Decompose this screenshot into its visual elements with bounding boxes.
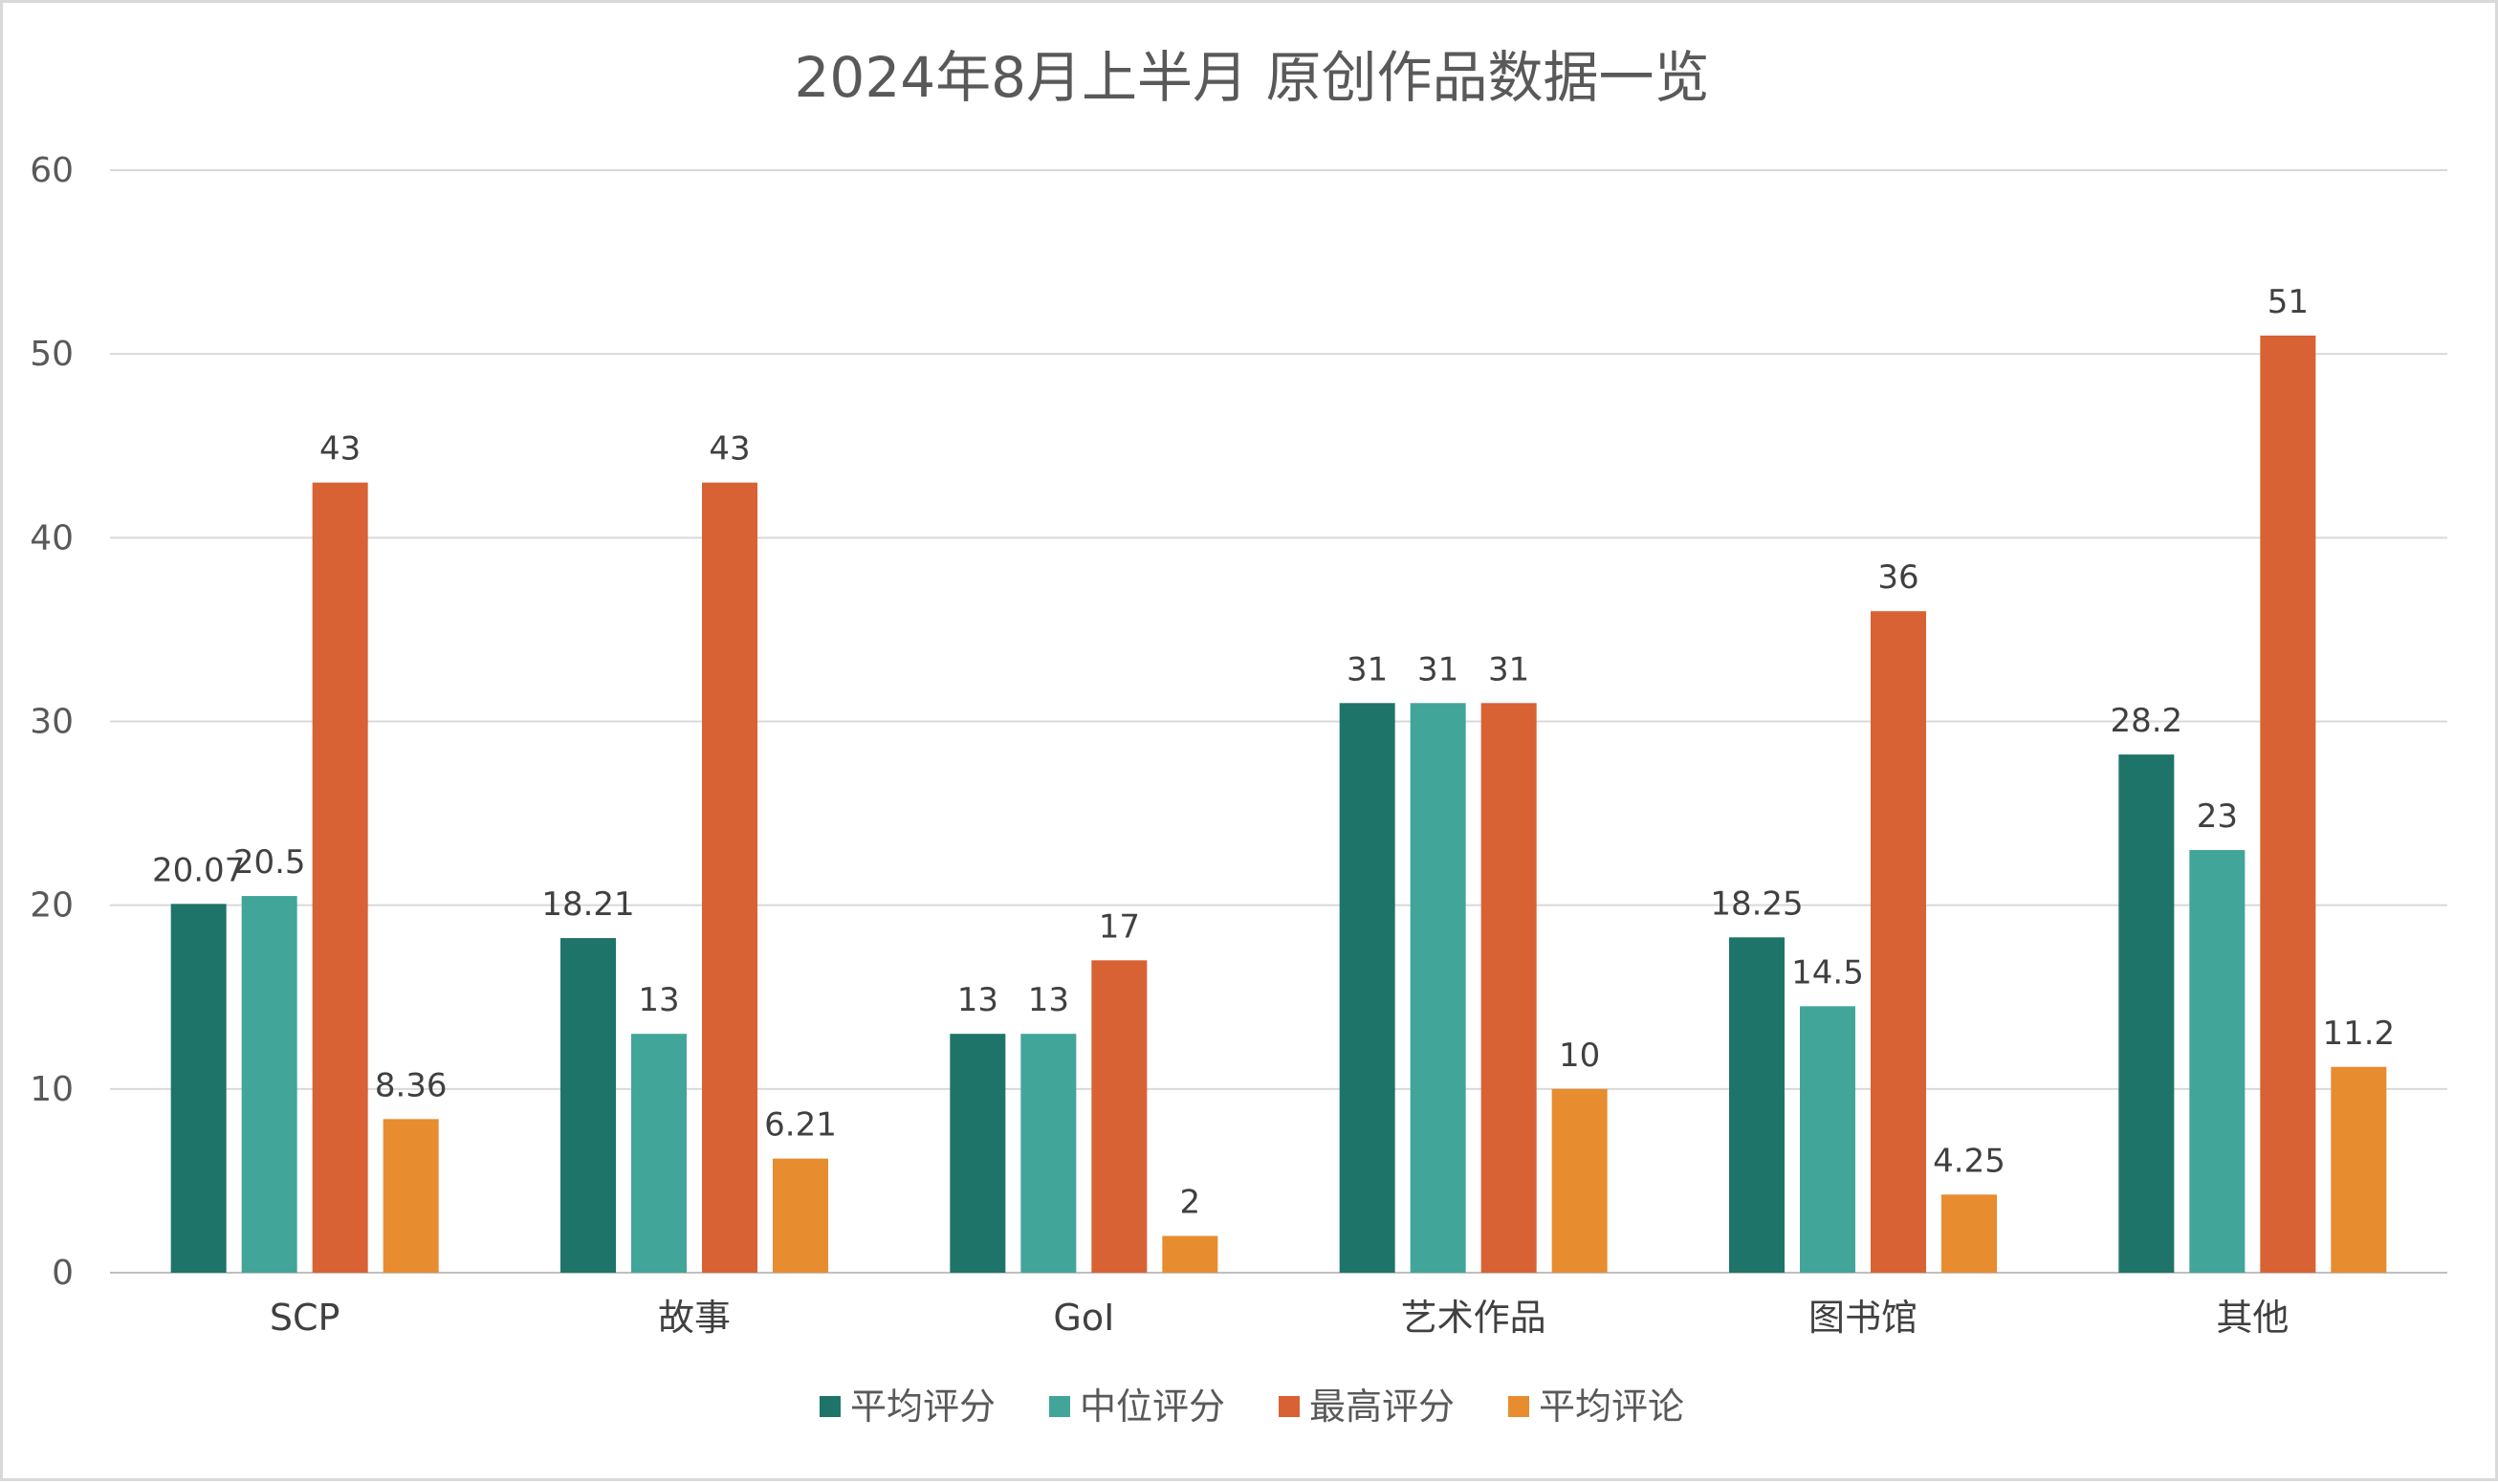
legend-swatch xyxy=(819,1396,841,1417)
bar xyxy=(1162,1235,1218,1273)
data-label: 13 xyxy=(957,981,998,1019)
y-tick-label: 10 xyxy=(30,1070,74,1109)
legend-item: 平均评论 xyxy=(1508,1386,1684,1428)
data-label: 18.21 xyxy=(541,885,634,924)
x-axis-ticks: SCP 故事 GoI 艺术作品 图书馆 其他 xyxy=(270,1297,2289,1339)
bar xyxy=(2189,850,2246,1273)
bar xyxy=(1941,1194,1997,1273)
x-tick-label: GoI xyxy=(1053,1297,1114,1339)
bar xyxy=(312,482,368,1273)
x-tick-label: 其他 xyxy=(2216,1297,2289,1339)
bar xyxy=(631,1034,687,1273)
data-label: 31 xyxy=(1417,650,1458,688)
bar xyxy=(1871,611,1926,1273)
bar xyxy=(560,938,616,1273)
data-label: 23 xyxy=(2197,797,2238,836)
data-label: 6.21 xyxy=(764,1106,837,1145)
bar xyxy=(950,1034,1006,1273)
data-label: 14.5 xyxy=(1791,953,1864,992)
y-axis-ticks: 0 10 20 30 40 50 60 xyxy=(30,151,74,1293)
bar xyxy=(1480,703,1537,1273)
data-label: 4.25 xyxy=(1933,1142,2005,1180)
bar xyxy=(1410,703,1466,1273)
data-label: 10 xyxy=(1559,1037,1600,1075)
bar xyxy=(2331,1066,2387,1273)
x-tick-label: SCP xyxy=(270,1297,340,1339)
data-label: 13 xyxy=(638,981,679,1019)
data-label: 20.07 xyxy=(152,851,245,889)
data-label: 8.36 xyxy=(375,1066,448,1104)
y-tick-label: 30 xyxy=(30,703,74,742)
data-label: 17 xyxy=(1099,907,1140,946)
data-label: 11.2 xyxy=(2322,1015,2395,1053)
bars xyxy=(170,335,2387,1273)
data-label: 2 xyxy=(1180,1184,1201,1222)
chart-title: 2024年8月上半月 原创作品数据一览 xyxy=(795,45,1710,110)
legend-label: 平均评分 xyxy=(850,1386,996,1428)
legend-item: 最高评分 xyxy=(1279,1386,1455,1428)
legend-item: 中位评分 xyxy=(1048,1386,1225,1428)
bar xyxy=(241,896,297,1273)
bar xyxy=(1020,1034,1077,1273)
y-tick-label: 50 xyxy=(30,335,74,374)
y-tick-label: 40 xyxy=(30,518,74,557)
data-label: 43 xyxy=(319,430,361,469)
data-label: 36 xyxy=(1877,558,1918,597)
bar xyxy=(1091,960,1148,1273)
legend-label: 平均评论 xyxy=(1539,1386,1684,1428)
legend-label: 最高评分 xyxy=(1309,1386,1455,1428)
legend-swatch xyxy=(1279,1396,1300,1417)
gridlines xyxy=(110,169,2447,1274)
bar xyxy=(702,482,757,1273)
data-label: 13 xyxy=(1028,981,1069,1019)
bar xyxy=(1800,1006,1855,1273)
data-label: 51 xyxy=(2268,283,2309,321)
data-label: 20.5 xyxy=(233,843,306,882)
legend-swatch xyxy=(1508,1396,1530,1417)
y-tick-label: 20 xyxy=(30,886,74,926)
data-label: 31 xyxy=(1347,650,1388,688)
data-label: 43 xyxy=(709,430,750,469)
x-tick-label: 故事 xyxy=(658,1297,731,1339)
legend-label: 中位评分 xyxy=(1080,1386,1225,1428)
bar xyxy=(2260,335,2316,1273)
data-label: 28.2 xyxy=(2110,702,2182,740)
data-label: 18.25 xyxy=(1710,884,1803,923)
data-label: 31 xyxy=(1488,650,1529,688)
legend-item: 平均评分 xyxy=(819,1386,996,1428)
bar xyxy=(170,904,227,1273)
y-tick-label: 0 xyxy=(52,1254,74,1293)
y-tick-label: 60 xyxy=(30,151,74,190)
bar xyxy=(1551,1088,1608,1273)
bar xyxy=(2118,754,2175,1273)
legend-swatch xyxy=(1048,1396,1070,1417)
bar xyxy=(1729,937,1785,1273)
bar xyxy=(773,1158,828,1273)
legend: 平均评分 中位评分 最高评分 平均评论 xyxy=(819,1386,1684,1428)
x-tick-label: 图书馆 xyxy=(1808,1297,1917,1339)
x-tick-label: 艺术作品 xyxy=(1401,1297,1546,1339)
bar xyxy=(1339,703,1395,1273)
bar xyxy=(383,1119,439,1273)
